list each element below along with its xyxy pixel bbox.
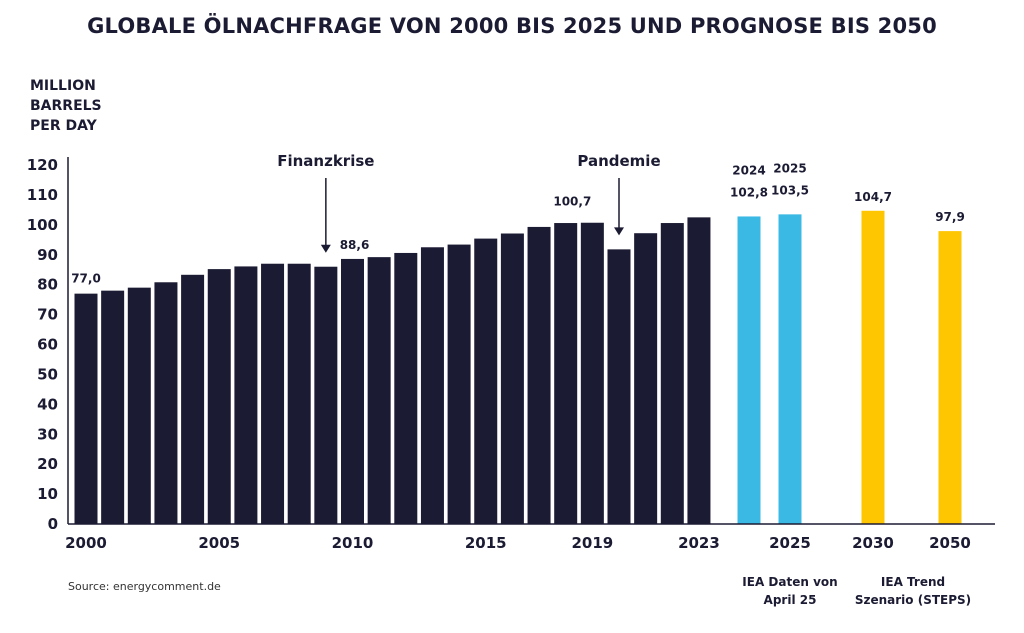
- y-axis-label-line: BARRELS: [30, 98, 102, 114]
- chart-title: GLOBALE ÖLNACHFRAGE VON 2000 BIS 2025 UN…: [87, 14, 937, 38]
- bar-2015: [474, 238, 498, 524]
- iea-data-note-line: IEA Daten von: [742, 575, 838, 589]
- x-tick-label: 2005: [198, 534, 240, 552]
- bar-2024: [737, 216, 761, 524]
- source-note: Source: energycomment.de: [68, 580, 221, 593]
- y-tick-label: 20: [37, 455, 58, 473]
- iea-data-note-line: April 25: [763, 593, 817, 607]
- bar-2013: [420, 247, 444, 525]
- bar-2023: [687, 217, 711, 524]
- y-tick-label: 110: [27, 186, 58, 204]
- bar-2012: [394, 252, 418, 524]
- bar-2000: [74, 293, 98, 524]
- bar-2008: [287, 263, 311, 524]
- annotation-pandemie: Pandemie: [577, 152, 660, 170]
- data-label-2030: 104,7: [854, 190, 892, 204]
- bar-2006: [234, 266, 258, 524]
- y-tick-label: 50: [37, 365, 58, 383]
- y-axis-label: MILLION BARRELS PER DAY: [30, 76, 120, 136]
- bar-2018: [554, 223, 578, 524]
- y-tick-label: 60: [37, 336, 58, 354]
- y-tick-label: 0: [48, 515, 58, 533]
- data-label-2050: 97,9: [935, 210, 965, 224]
- y-axis-label-line: MILLION: [30, 78, 96, 94]
- y-tick-label: 90: [37, 246, 58, 264]
- bar-2007: [261, 263, 285, 524]
- x-tick-label: 2015: [465, 534, 507, 552]
- y-tick-label: 70: [37, 306, 58, 324]
- x-tick-label: 2030: [852, 534, 894, 552]
- bar-2017: [527, 226, 551, 525]
- iea-steps-note-line: IEA Trend: [880, 575, 946, 589]
- bar-2019: [580, 222, 604, 524]
- y-tick-label: 40: [37, 395, 58, 413]
- x-tick-label: 2000: [65, 534, 107, 552]
- data-label-2025: 103,5: [771, 183, 809, 197]
- annotation-arrow-head: [320, 244, 331, 253]
- x-tick-label: 2010: [332, 534, 374, 552]
- annotation-arrow-head: [614, 227, 624, 236]
- bar-2005: [207, 269, 231, 524]
- bar-2030: [861, 210, 885, 524]
- bar-2011: [367, 257, 391, 524]
- iea-steps-note-line: Szenario (STEPS): [854, 593, 972, 607]
- bar-2021: [634, 233, 658, 524]
- bar-2020: [607, 249, 631, 525]
- annotation-finanzkrise: Finanzkrise: [277, 152, 374, 170]
- y-tick-label: 120: [27, 156, 58, 174]
- bar-2010: [341, 258, 364, 524]
- bar-2009: [314, 266, 338, 524]
- bar-2050: [938, 231, 962, 524]
- y-tick-label: 80: [37, 276, 58, 294]
- bar-2002: [127, 287, 151, 524]
- data-label-2010: 88,6: [340, 238, 370, 252]
- y-tick-label: 30: [37, 425, 58, 443]
- data-label-2024: 2024: [732, 163, 765, 177]
- bar-2025: [778, 214, 802, 525]
- data-label-2024: 102,8: [730, 185, 768, 199]
- y-tick-label: 10: [37, 485, 58, 503]
- bar-2014: [447, 244, 471, 524]
- bar-2001: [101, 290, 125, 524]
- bar-2022: [660, 223, 684, 524]
- iea-steps-note: IEA Trend Szenario (STEPS): [848, 573, 978, 609]
- x-tick-label: 2019: [571, 534, 613, 552]
- x-tick-label: 2023: [678, 534, 720, 552]
- x-tick-label: 2025: [769, 534, 811, 552]
- x-tick-label: 2050: [929, 534, 971, 552]
- data-label-2025: 2025: [773, 161, 806, 175]
- bar-2004: [181, 274, 205, 524]
- y-tick-label: 100: [27, 216, 58, 234]
- data-label-2019: 100,7: [553, 195, 591, 209]
- y-axis-label-line: PER DAY: [30, 118, 97, 134]
- iea-data-note: IEA Daten von April 25: [740, 573, 840, 609]
- bar-2016: [500, 233, 524, 525]
- bar-2003: [154, 282, 178, 524]
- data-label-2000: 77,0: [71, 272, 101, 286]
